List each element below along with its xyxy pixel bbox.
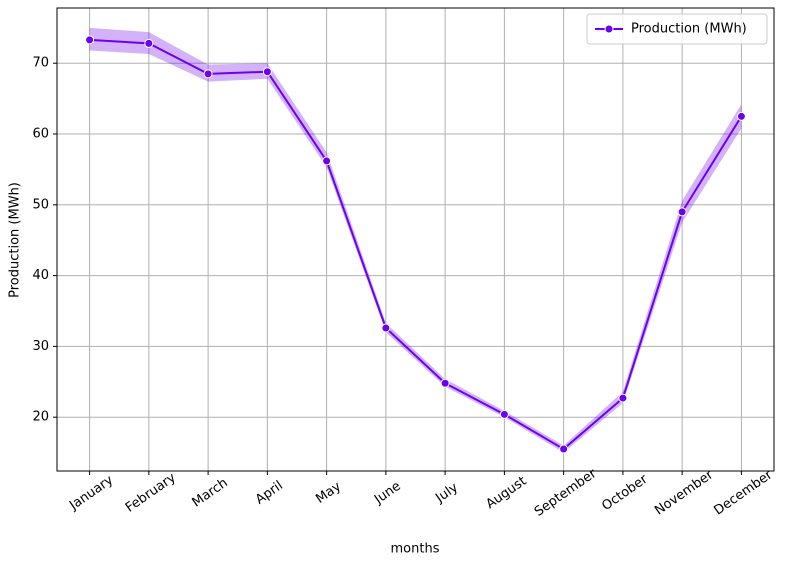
marker	[736, 111, 746, 121]
x-tick-label: April	[253, 478, 286, 507]
y-tick-label: 50	[32, 197, 49, 212]
x-tick-label: May	[313, 479, 344, 507]
y-tick-label: 70	[32, 56, 49, 71]
x-tick-label: August	[483, 474, 529, 512]
x-tick-label: October	[599, 472, 651, 515]
marker	[203, 69, 213, 79]
y-tick-label: 40	[32, 268, 49, 283]
marker	[144, 38, 154, 48]
grid	[57, 8, 774, 471]
marker	[677, 207, 687, 217]
x-tick-label: January	[66, 473, 116, 514]
y-axis-label: Production (MWh)	[8, 182, 23, 298]
marker	[381, 323, 391, 333]
marker	[322, 156, 332, 166]
legend-marker	[604, 24, 614, 34]
legend-label: Production (MWh)	[631, 22, 747, 37]
x-axis-label: months	[391, 542, 440, 557]
x-tick-label: September	[532, 466, 600, 520]
x-tick-label: July	[432, 480, 461, 506]
x-tick-label: December	[711, 467, 775, 518]
x-tick-label: March	[190, 475, 231, 510]
marker	[618, 393, 628, 403]
y-tick-label: 60	[32, 127, 49, 142]
marker	[262, 67, 272, 77]
plot-frame	[56, 7, 775, 472]
x-tick-label: June	[371, 479, 404, 508]
legend-box	[586, 13, 768, 45]
x-tick-label: November	[652, 467, 717, 518]
y-tick-label: 20	[32, 410, 49, 425]
marker	[85, 35, 95, 45]
marker	[559, 444, 569, 454]
x-tick-label: February	[123, 470, 179, 516]
y-tick-label: 30	[32, 339, 49, 354]
marker	[440, 378, 450, 388]
confidence-band	[89, 27, 742, 453]
marker	[499, 409, 509, 419]
line	[89, 38, 743, 451]
